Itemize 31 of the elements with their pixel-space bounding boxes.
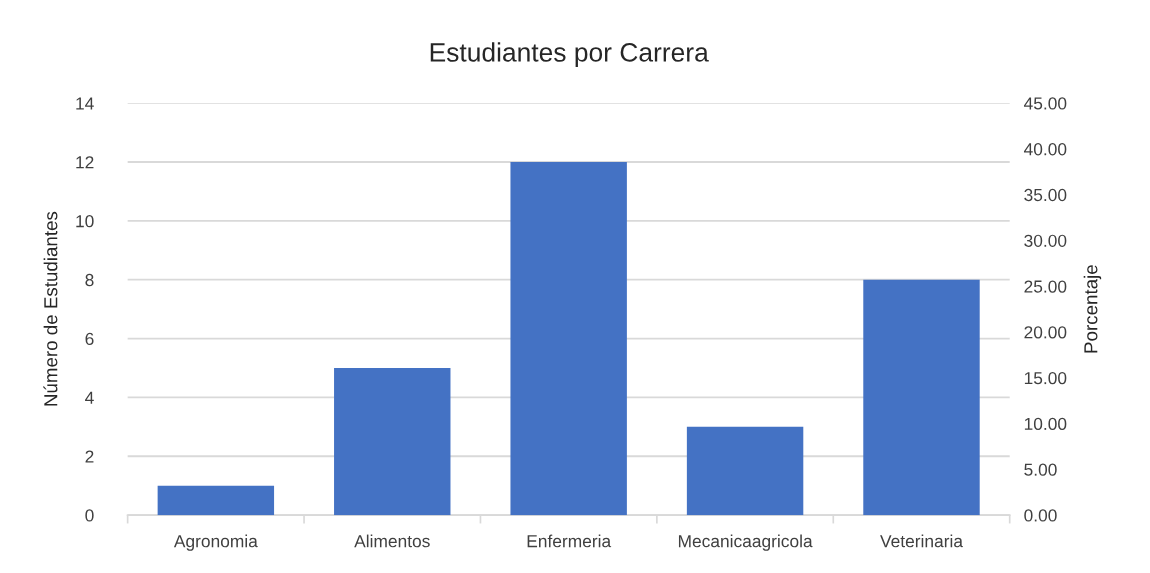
bar	[157, 485, 275, 516]
x-tick-label: Alimentos	[354, 534, 430, 548]
y2-tick-label: 15.00	[1024, 371, 1067, 385]
y-tick-label: 14	[76, 97, 94, 110]
y2-tick-label: 25.00	[1024, 280, 1067, 293]
x-tick-label: Mecanicaagricola	[678, 534, 813, 551]
y-tick-label: 6	[85, 332, 94, 346]
bar	[863, 279, 980, 516]
y2-tick-label: 0.00	[1024, 509, 1057, 522]
y-tick-label: 8	[85, 273, 94, 287]
y2-tick-label: 30.00	[1024, 234, 1067, 247]
y-tick-label: 0	[85, 509, 94, 522]
y2-tick-label: 35.00	[1024, 188, 1067, 202]
y2-tick-label: 5.00	[1024, 463, 1057, 476]
y2-tick-label: 10.00	[1024, 417, 1067, 431]
x-tick-label: Agronomia	[173, 534, 258, 551]
y2-tick-label: 20.00	[1024, 326, 1067, 339]
bar	[334, 367, 451, 516]
y2-tick-label: 40.00	[1023, 143, 1067, 156]
x-tick-label: Veterinaria	[880, 534, 963, 548]
y-axis-title: Número de Estudiantes	[43, 211, 58, 406]
y2-axis-title: Porcentaje	[1083, 265, 1102, 353]
x-tick-label: Enfermeria	[527, 534, 612, 548]
bar	[686, 426, 804, 516]
y-tick-label: 12	[76, 156, 94, 169]
y-tick-label: 10	[76, 215, 94, 228]
y-tick-label: 2	[85, 450, 94, 463]
chart-title: Estudiantes por Carrera	[430, 42, 709, 67]
y2-tick-label: 45.00	[1023, 97, 1067, 110]
y-tick-label: 4	[85, 391, 94, 404]
bar	[510, 162, 627, 516]
